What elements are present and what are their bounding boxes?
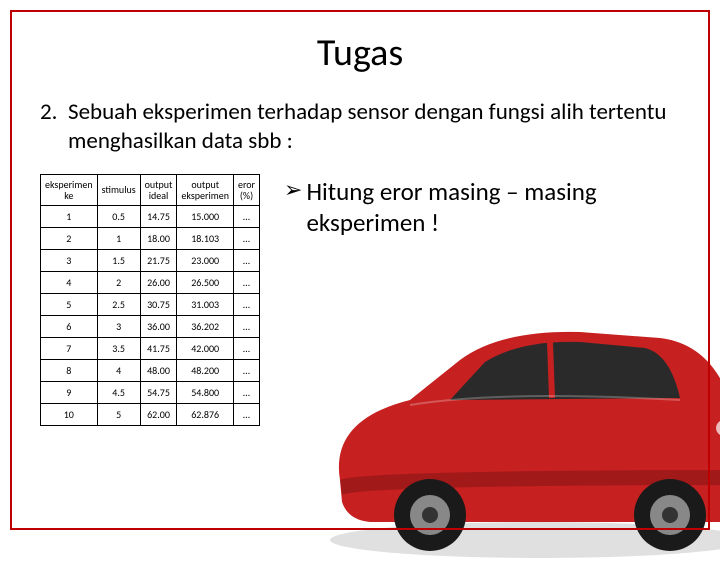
table-cell: 2 — [97, 271, 140, 293]
table-cell: 6 — [41, 315, 98, 337]
table-cell: … — [233, 337, 259, 359]
table-cell: 36.202 — [177, 315, 234, 337]
table-cell: 54.75 — [140, 381, 177, 403]
table-cell: 31.003 — [177, 293, 234, 315]
table-cell: … — [233, 381, 259, 403]
table-cell: 18.00 — [140, 227, 177, 249]
col-header: output eksperimen — [177, 174, 234, 205]
table-cell: 21.75 — [140, 249, 177, 271]
table-cell: … — [233, 315, 259, 337]
table-cell: 1 — [41, 205, 98, 227]
table-cell: 14.75 — [140, 205, 177, 227]
table-cell: 8 — [41, 359, 98, 381]
table-cell: … — [233, 249, 259, 271]
table-cell: 41.75 — [140, 337, 177, 359]
slide-content: Tugas 2. Sebuah eksperimen terhadap sens… — [0, 0, 720, 446]
table-cell: 3 — [97, 315, 140, 337]
col-header: output ideal — [140, 174, 177, 205]
table-cell: … — [233, 359, 259, 381]
question-text: Sebuah eksperimen terhadap sensor dengan… — [68, 98, 680, 156]
question-number: 2. — [40, 98, 68, 156]
table-cell: 54.800 — [177, 381, 234, 403]
col-header: stimulus — [97, 174, 140, 205]
table-cell: 0.5 — [97, 205, 140, 227]
table-row: 73.541.7542.000… — [41, 337, 260, 359]
table-cell: … — [233, 205, 259, 227]
table-cell: 23.000 — [177, 249, 234, 271]
table-cell: 4 — [41, 271, 98, 293]
table-cell: 7 — [41, 337, 98, 359]
instruction-block: ➢ Hitung eror masing – masing eksperimen… — [284, 176, 680, 239]
table-row: 8448.0048.200… — [41, 359, 260, 381]
table-cell: 10 — [41, 403, 98, 425]
question-block: 2. Sebuah eksperimen terhadap sensor den… — [40, 98, 680, 156]
page-title: Tugas — [40, 30, 680, 76]
table-row: 10562.0062.876… — [41, 403, 260, 425]
table-cell: 48.00 — [140, 359, 177, 381]
instruction-text: Hitung eror masing – masing eksperimen ! — [306, 176, 680, 239]
table-row: 94.554.7554.800… — [41, 381, 260, 403]
bullet-arrow-icon: ➢ — [284, 176, 302, 205]
col-header: eksperimen ke — [41, 174, 98, 205]
table-row: 2118.0018.103… — [41, 227, 260, 249]
table-row: 6336.0036.202… — [41, 315, 260, 337]
table-cell: 5 — [97, 403, 140, 425]
table-cell: 4.5 — [97, 381, 140, 403]
table-header-row: eksperimen ke stimulus output ideal outp… — [41, 174, 260, 205]
table-cell: 3.5 — [97, 337, 140, 359]
table-cell: 15.000 — [177, 205, 234, 227]
table-cell: 42.000 — [177, 337, 234, 359]
col-header: eror (%) — [233, 174, 259, 205]
table-cell: 9 — [41, 381, 98, 403]
table-cell: 30.75 — [140, 293, 177, 315]
table-cell: … — [233, 403, 259, 425]
table-row: 4226.0026.500… — [41, 271, 260, 293]
table-cell: 1 — [97, 227, 140, 249]
table-row: 10.514.7515.000… — [41, 205, 260, 227]
table-cell: 26.00 — [140, 271, 177, 293]
table-cell: 2.5 — [97, 293, 140, 315]
table-cell: … — [233, 293, 259, 315]
data-table: eksperimen ke stimulus output ideal outp… — [40, 174, 260, 426]
table-cell: 36.00 — [140, 315, 177, 337]
table-row: 52.530.7531.003… — [41, 293, 260, 315]
table-cell: 26.500 — [177, 271, 234, 293]
table-cell: 5 — [41, 293, 98, 315]
table-row: 31.521.7523.000… — [41, 249, 260, 271]
table-cell: 62.876 — [177, 403, 234, 425]
table-cell: … — [233, 271, 259, 293]
table-cell: 62.00 — [140, 403, 177, 425]
table-cell: 18.103 — [177, 227, 234, 249]
table-cell: 4 — [97, 359, 140, 381]
table-cell: 1.5 — [97, 249, 140, 271]
table-cell: 48.200 — [177, 359, 234, 381]
table-cell: 3 — [41, 249, 98, 271]
table-cell: 2 — [41, 227, 98, 249]
table-cell: … — [233, 227, 259, 249]
